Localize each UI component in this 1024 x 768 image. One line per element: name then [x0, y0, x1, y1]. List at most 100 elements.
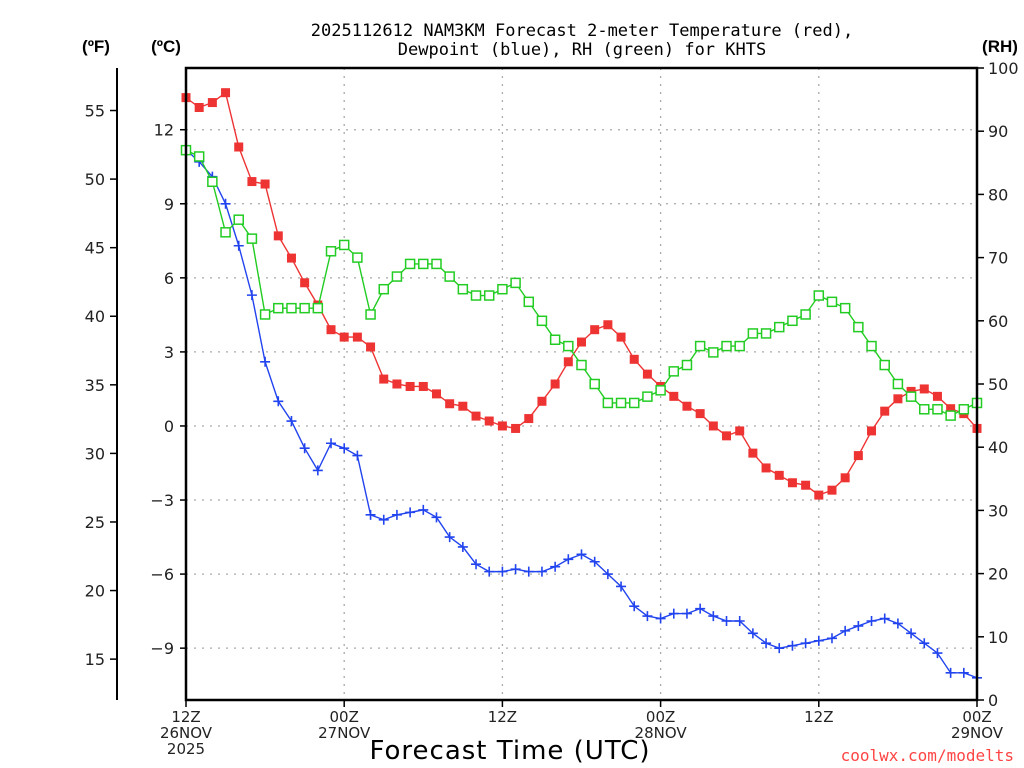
dewpoint-point	[879, 613, 890, 624]
temperature-point	[695, 409, 705, 419]
dewpoint-point	[747, 628, 758, 639]
dewpoint-point	[233, 240, 244, 251]
rh-point	[615, 397, 627, 409]
fahrenheit-tick-label: 55	[85, 102, 105, 121]
dewpoint-point	[326, 438, 337, 449]
rh-point	[312, 302, 324, 314]
rh-point	[352, 252, 363, 263]
celsius-tick-label: 9	[164, 195, 174, 214]
temperature-point	[946, 404, 956, 414]
title-line-2: Dewpoint (blue), RH (green) for KHTS	[398, 40, 766, 60]
rh-point	[470, 290, 482, 301]
dewpoint-point	[339, 443, 350, 454]
rh-point	[642, 391, 653, 402]
rh-point	[853, 321, 864, 333]
rh-point	[286, 302, 297, 314]
celsius-tick-label: −3	[150, 491, 174, 510]
rh-tick-label: 10	[988, 628, 1008, 647]
rh-point	[220, 227, 231, 238]
rh-point	[813, 290, 825, 301]
rh-tick-label: 50	[988, 375, 1008, 394]
rh-point	[602, 397, 614, 409]
rh-point	[826, 296, 838, 308]
temperature-point	[300, 278, 310, 288]
temperature-point	[748, 448, 758, 458]
rh-point	[576, 359, 587, 371]
temperature-point	[445, 399, 455, 409]
dewpoint-point	[853, 620, 864, 631]
rh-tick-label: 100	[988, 59, 1019, 78]
rh-point	[694, 340, 706, 352]
temperature-point	[840, 473, 850, 483]
temperature-point	[629, 354, 639, 364]
fahrenheit-tick-label: 15	[85, 650, 105, 669]
temperature-point	[511, 423, 521, 433]
temperature-point	[247, 177, 257, 187]
dewpoint-point	[497, 566, 508, 577]
dewpoint-point	[510, 564, 521, 575]
rh-point	[839, 302, 851, 314]
dewpoint-point	[945, 667, 956, 678]
temperature-point	[814, 490, 824, 500]
temperature-point	[273, 231, 283, 241]
celsius-tick-label: 0	[164, 417, 174, 436]
rh-point	[207, 176, 218, 188]
rh-point	[233, 214, 244, 225]
temperature-point	[260, 179, 270, 189]
temperature-point	[616, 332, 626, 342]
time-tick-label: 00Z	[962, 708, 991, 726]
temperature-point	[722, 431, 732, 441]
rh-point	[299, 302, 310, 314]
rh-axis: 0 10 20 30 40 50 60 70 80 90 100	[977, 59, 1019, 710]
time-tick-label: 12Z	[488, 708, 517, 726]
temperature-point	[418, 381, 428, 391]
rh-point	[628, 397, 640, 409]
temperature-point	[392, 379, 402, 389]
temperature-point	[431, 389, 441, 399]
dewpoint-point	[800, 638, 811, 649]
dewpoint-point	[391, 509, 402, 520]
time-tick-label: 29NOV	[951, 724, 1004, 742]
dewpoint-point	[352, 450, 363, 461]
temperature-point	[563, 357, 573, 367]
rh-point	[457, 283, 469, 295]
rh-point	[483, 290, 495, 301]
dewpoint-point	[734, 616, 745, 626]
dewpoint-point	[787, 640, 798, 651]
rh-point	[787, 315, 798, 327]
dewpoint-point	[405, 507, 416, 518]
dewpoint-line	[185, 148, 978, 679]
temperature-point	[577, 337, 586, 347]
temperature-point	[761, 463, 771, 473]
dewpoint-point	[602, 569, 613, 580]
series-rh	[180, 144, 983, 421]
dewpoint-point	[444, 532, 455, 543]
temperature-point	[801, 480, 811, 490]
dewpoint-point	[286, 416, 297, 427]
time-tick-label: 28NOV	[635, 724, 688, 742]
dewpoint-point	[431, 512, 442, 523]
dewpoint-point	[655, 613, 666, 624]
temperature-point	[735, 426, 745, 436]
temperature-point	[919, 384, 929, 394]
rh-tick-label: 0	[988, 691, 998, 710]
celsius-tick-label: 3	[164, 343, 174, 362]
dewpoint-point	[536, 566, 547, 577]
rh-point	[259, 309, 271, 320]
dewpoint-point	[457, 541, 468, 552]
dewpoint-point	[695, 603, 706, 614]
rh-point	[589, 378, 600, 390]
temperature-point	[194, 103, 204, 112]
dewpoint-point	[589, 556, 600, 567]
dewpoint-point	[892, 618, 903, 629]
rh-point	[734, 340, 745, 352]
dewpoint-point	[471, 559, 482, 570]
rh-point	[391, 271, 403, 282]
temperature-point	[827, 485, 837, 495]
celsius-axis-label: (ºC)	[151, 37, 181, 56]
temperature-point	[458, 401, 468, 411]
rh-point	[510, 277, 521, 289]
fahrenheit-tick-label: 30	[85, 444, 105, 463]
dewpoint-point	[826, 633, 837, 644]
